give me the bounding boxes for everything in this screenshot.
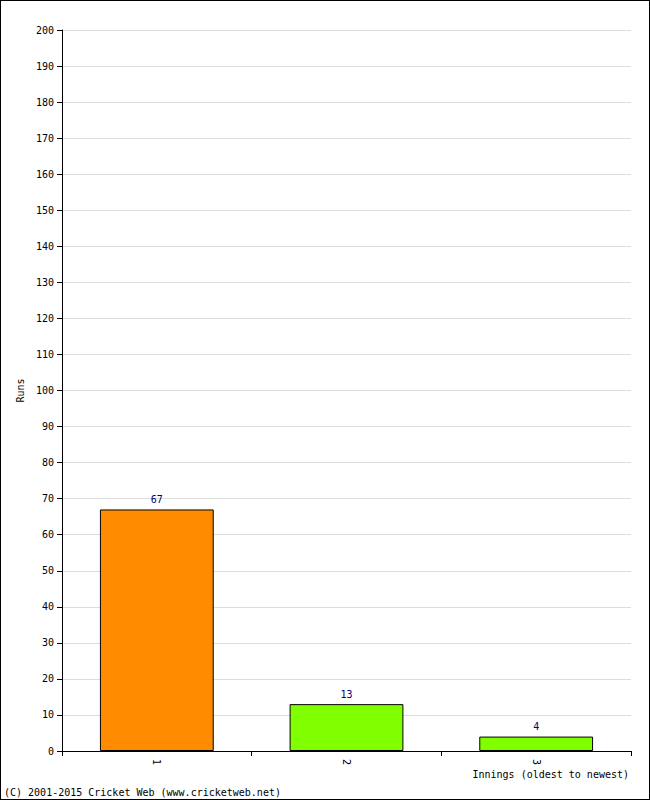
svg-text:80: 80 xyxy=(42,457,54,468)
svg-text:180: 180 xyxy=(36,97,54,108)
svg-text:170: 170 xyxy=(36,133,54,144)
svg-text:67: 67 xyxy=(151,494,163,505)
svg-text:130: 130 xyxy=(36,277,54,288)
svg-text:1: 1 xyxy=(151,759,162,765)
svg-text:110: 110 xyxy=(36,349,54,360)
svg-text:(C) 2001-2015 Cricket Web (www: (C) 2001-2015 Cricket Web (www.cricketwe… xyxy=(4,787,281,798)
svg-text:20: 20 xyxy=(42,673,54,684)
svg-text:2: 2 xyxy=(341,759,352,765)
svg-text:70: 70 xyxy=(42,493,54,504)
svg-text:4: 4 xyxy=(533,721,539,732)
svg-text:190: 190 xyxy=(36,61,54,72)
svg-text:200: 200 xyxy=(36,25,54,36)
svg-text:Runs: Runs xyxy=(15,378,26,402)
svg-text:13: 13 xyxy=(340,689,352,700)
svg-text:0: 0 xyxy=(48,746,54,757)
svg-text:30: 30 xyxy=(42,637,54,648)
svg-text:10: 10 xyxy=(42,709,54,720)
svg-text:60: 60 xyxy=(42,529,54,540)
svg-text:90: 90 xyxy=(42,421,54,432)
svg-text:150: 150 xyxy=(36,205,54,216)
svg-text:Innings (oldest to newest): Innings (oldest to newest) xyxy=(472,769,629,780)
svg-text:140: 140 xyxy=(36,241,54,252)
svg-text:3: 3 xyxy=(531,759,542,765)
svg-text:40: 40 xyxy=(42,601,54,612)
svg-text:100: 100 xyxy=(36,385,54,396)
svg-text:120: 120 xyxy=(36,313,54,324)
svg-text:50: 50 xyxy=(42,565,54,576)
svg-text:160: 160 xyxy=(36,169,54,180)
